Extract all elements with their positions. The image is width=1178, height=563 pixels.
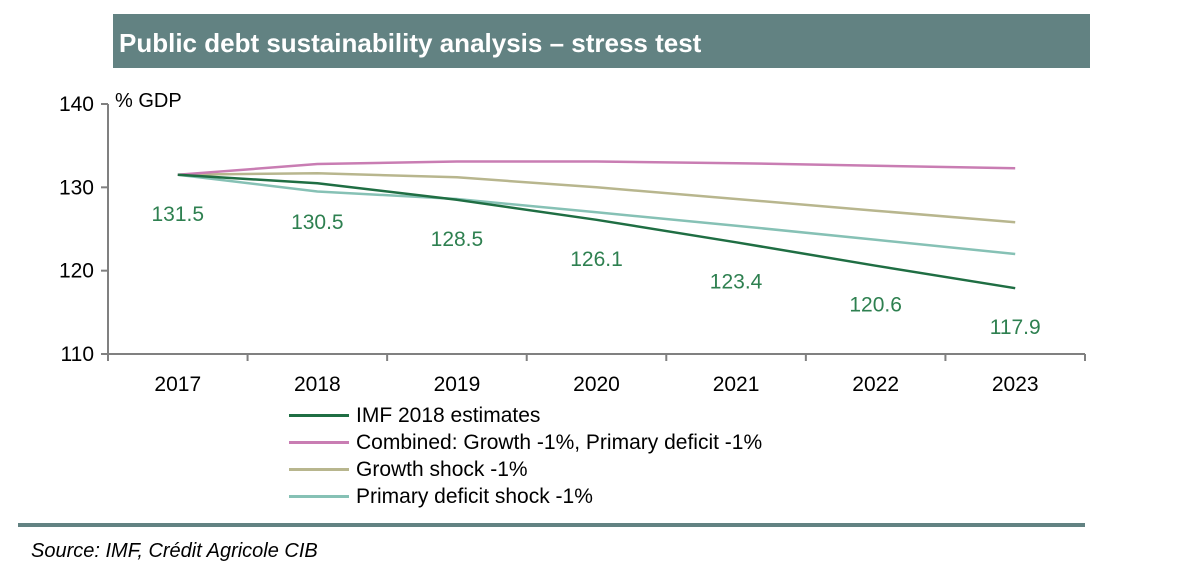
- legend-label: IMF 2018 estimates: [356, 404, 541, 427]
- bottom-divider: [18, 523, 1085, 527]
- x-tick-label: 2017: [154, 373, 201, 396]
- x-tick-label: 2019: [434, 373, 481, 396]
- series-line-2: [177, 160, 1016, 177]
- chart-title-bar: Public debt sustainability analysis – st…: [113, 14, 1090, 68]
- data-label: 117.9: [990, 316, 1041, 339]
- legend-swatch: [289, 495, 349, 498]
- data-label: 120.6: [849, 294, 902, 317]
- y-tick-label: 140: [59, 93, 94, 116]
- y-tick-label: 110: [61, 343, 94, 366]
- legend-swatch: [289, 441, 349, 444]
- x-tick-label: 2021: [713, 373, 760, 396]
- data-label: 123.4: [710, 270, 763, 293]
- series-line-1: [177, 173, 1016, 290]
- data-label: 128.5: [431, 228, 484, 251]
- data-label: 126.1: [570, 248, 623, 271]
- series-line-4: [177, 173, 1016, 256]
- legend-label: Primary deficit shock -1%: [356, 485, 593, 508]
- legend-swatch: [289, 414, 349, 417]
- y-tick-label: 120: [59, 260, 94, 283]
- legend-label: Growth shock -1%: [356, 458, 528, 481]
- data-label: 131.5: [152, 203, 205, 226]
- legend-label: Combined: Growth -1%, Primary deficit -1…: [356, 431, 763, 454]
- x-tick-label: 2020: [573, 373, 620, 396]
- series-line-3: [177, 171, 1016, 224]
- data-label: 130.5: [291, 211, 344, 234]
- y-tick-label: 130: [59, 176, 94, 199]
- chart-title: Public debt sustainability analysis – st…: [119, 28, 702, 58]
- source-note: Source: IMF, Crédit Agricole CIB: [31, 540, 318, 562]
- x-tick-label: 2022: [852, 373, 899, 396]
- y-axis-label: % GDP: [115, 90, 182, 112]
- x-tick-label: 2018: [294, 373, 341, 396]
- legend-swatch: [289, 468, 349, 471]
- x-tick-label: 2023: [992, 373, 1039, 396]
